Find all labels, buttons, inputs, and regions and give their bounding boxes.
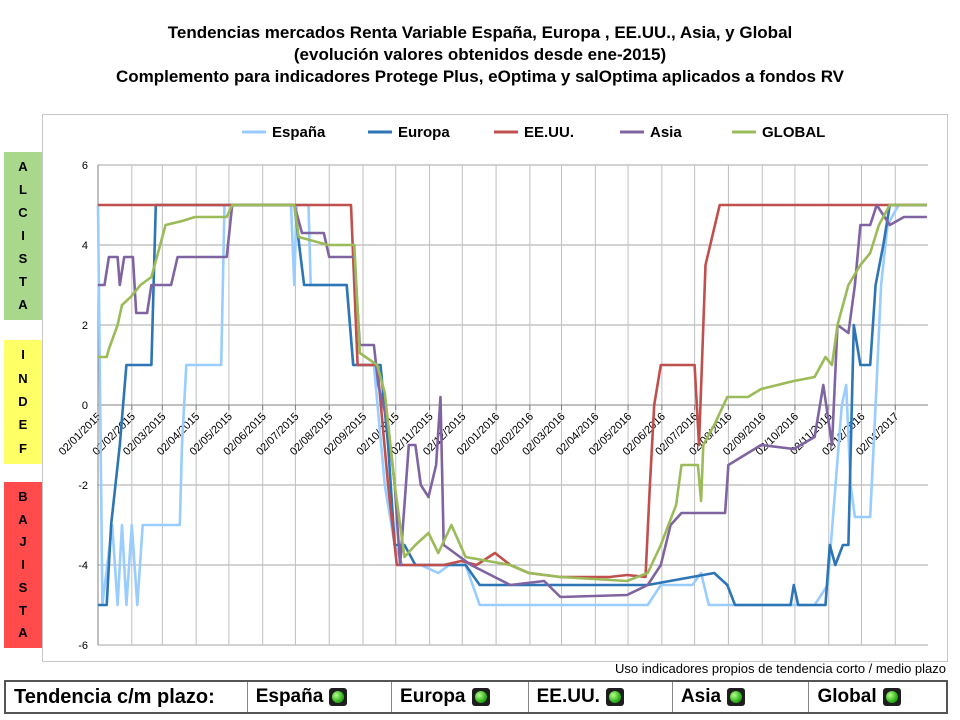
trend-status-bar: Tendencia c/m plazo: España Europa EE.UU… xyxy=(4,680,948,714)
zone-letter: T xyxy=(19,602,27,618)
y-tick-label: -4 xyxy=(78,560,88,572)
zone-letter: D xyxy=(18,393,28,409)
y-tick-label: 4 xyxy=(82,240,88,252)
series-line-asia xyxy=(98,203,927,599)
legend-label: Europa xyxy=(398,124,450,141)
zone-letter: I xyxy=(21,347,25,363)
region-name: España xyxy=(255,686,324,707)
green-light-icon xyxy=(727,688,746,706)
legend-label: España xyxy=(272,124,326,141)
zone-letter: A xyxy=(18,159,28,174)
legend-label: EE.UU. xyxy=(524,124,574,141)
status-eeuu: EE.UU. xyxy=(529,682,673,712)
zone-letter: T xyxy=(19,274,27,289)
footnote: Uso indicadores propios de tendencia cor… xyxy=(615,661,946,676)
series-line-espaa xyxy=(96,203,927,607)
zone-letter: L xyxy=(19,182,27,197)
zone-letter: S xyxy=(18,579,28,595)
region-name: Asia xyxy=(680,686,722,707)
region-name: Global xyxy=(817,686,877,707)
title-line-3: Complemento para indicadores Protege Plu… xyxy=(115,67,845,86)
y-tick-label: -2 xyxy=(78,480,88,492)
zone-letter: B xyxy=(18,488,28,504)
zone-letter: J xyxy=(19,534,27,550)
green-light-icon xyxy=(605,688,624,706)
zone-letter: C xyxy=(18,205,28,220)
status-asia: Asia xyxy=(673,682,810,712)
zone-letter: A xyxy=(18,297,28,312)
region-name: EE.UU. xyxy=(536,686,600,707)
zone-letter: N xyxy=(18,370,28,386)
green-light-icon xyxy=(471,688,490,706)
zone-letter: I xyxy=(21,228,25,243)
zone-alcista: A L C I S T A xyxy=(4,152,42,320)
title-line-2: (evolución valores obtenidos desde ene-2… xyxy=(293,45,667,64)
chart-title: Tendencias mercados Renta Variable Españ… xyxy=(0,22,960,88)
region-name: Europa xyxy=(400,686,466,707)
line-chart: -6-4-2024602/01/201502/02/201502/03/2015… xyxy=(57,124,928,652)
zone-letter: A xyxy=(18,511,28,527)
zone-bajista: B A J I S T A xyxy=(4,482,42,648)
y-tick-label: -6 xyxy=(78,640,88,652)
status-global: Global xyxy=(809,682,946,712)
zone-letter: I xyxy=(21,557,25,572)
y-tick-label: 0 xyxy=(82,400,88,412)
status-label: Tendencia c/m plazo: xyxy=(6,682,248,712)
zone-letter: F xyxy=(19,440,27,456)
zone-letter: A xyxy=(18,625,28,641)
series-line-global xyxy=(98,203,927,583)
status-europa: Europa xyxy=(392,682,529,712)
zone-indef: I N D E F xyxy=(4,340,42,464)
legend-label: Asia xyxy=(650,124,682,141)
green-light-icon xyxy=(882,688,901,706)
zone-letter: E xyxy=(18,417,28,433)
green-light-icon xyxy=(329,688,348,706)
zone-letter: S xyxy=(18,251,28,266)
legend-label: GLOBAL xyxy=(762,124,825,141)
y-tick-label: 2 xyxy=(82,320,88,332)
title-line-1: Tendencias mercados Renta Variable Españ… xyxy=(167,23,793,42)
y-tick-label: 6 xyxy=(82,160,88,172)
status-espana: España xyxy=(248,682,393,712)
